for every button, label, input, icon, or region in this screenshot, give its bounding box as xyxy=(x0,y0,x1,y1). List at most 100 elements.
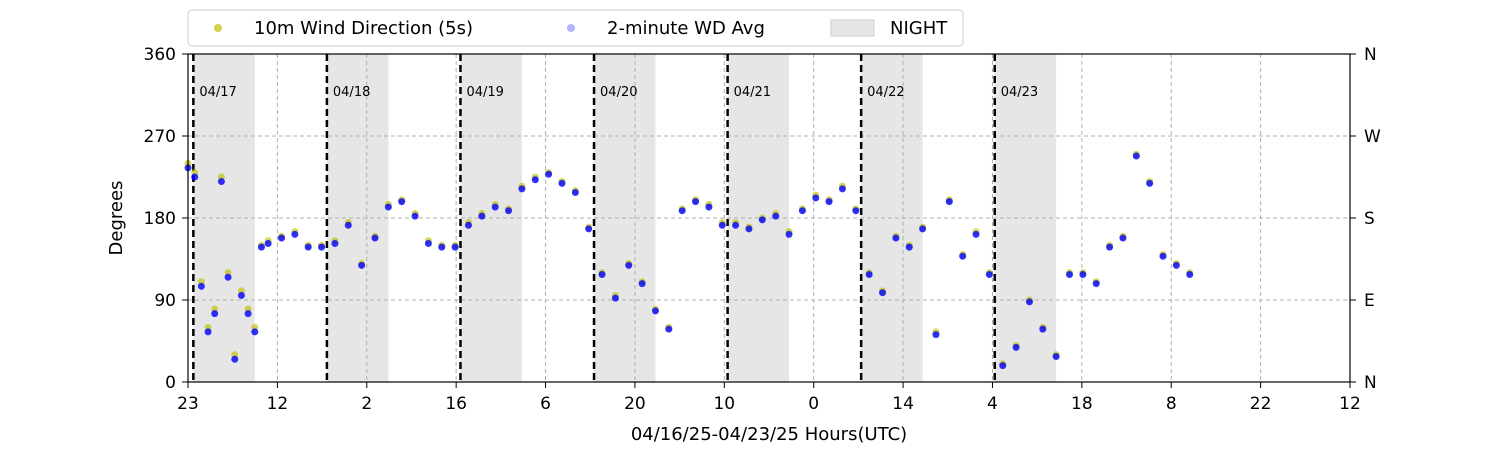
point-s1-51 xyxy=(785,230,793,238)
point-s1-17 xyxy=(331,240,339,248)
point-s1-73 xyxy=(1079,270,1087,278)
point-s1-20 xyxy=(371,234,379,242)
point-s1-49 xyxy=(758,216,766,224)
point-s1-66 xyxy=(985,270,993,278)
y-tick-label-0: 0 xyxy=(165,373,176,393)
day-label-0: 04/17 xyxy=(199,85,236,100)
point-s1-12 xyxy=(264,240,272,248)
x-tick-label-0: 23 xyxy=(177,394,199,414)
point-s1-34 xyxy=(558,179,566,187)
x-tick-label-3: 16 xyxy=(445,394,467,414)
x-tick-label-5: 20 xyxy=(624,394,646,414)
point-s1-62 xyxy=(932,331,940,339)
y-axis-ticks: 0 90 180 270 360 xyxy=(144,45,188,393)
right-tick-label-3: W xyxy=(1364,127,1381,147)
point-s1-21 xyxy=(384,203,392,211)
point-s1-29 xyxy=(491,203,499,211)
legend-marker-night xyxy=(830,19,875,37)
point-s1-53 xyxy=(812,194,820,202)
point-s1-15 xyxy=(304,243,312,251)
point-s1-4 xyxy=(211,310,219,318)
y-axis-label: Degrees xyxy=(106,181,127,256)
point-s1-57 xyxy=(865,270,873,278)
point-s1-27 xyxy=(464,221,472,229)
point-s1-70 xyxy=(1039,325,1047,333)
point-s1-22 xyxy=(398,198,406,206)
point-s1-48 xyxy=(745,225,753,233)
point-s1-6 xyxy=(224,273,232,281)
y-tick-label-1: 90 xyxy=(154,291,176,311)
point-s1-40 xyxy=(638,280,646,288)
x-tick-label-11: 8 xyxy=(1166,394,1177,414)
point-s1-78 xyxy=(1146,179,1154,187)
point-s1-37 xyxy=(598,270,606,278)
point-s1-58 xyxy=(879,289,887,297)
point-s1-39 xyxy=(625,261,633,269)
x-axis-ticks: 23 12 2 16 6 20 10 0 14 4 18 8 22 12 xyxy=(177,382,1361,414)
point-s1-32 xyxy=(531,176,539,184)
legend-marker-wind-direction xyxy=(214,24,222,32)
point-s1-60 xyxy=(905,243,913,251)
legend-label-night: NIGHT xyxy=(890,18,948,39)
data-points-layer xyxy=(184,150,1194,370)
point-s1-38 xyxy=(611,294,619,302)
x-tick-label-12: 22 xyxy=(1250,394,1272,414)
legend-label-2min-avg: 2-minute WD Avg xyxy=(607,18,765,39)
x-tick-label-10: 18 xyxy=(1071,394,1093,414)
day-label-6: 04/23 xyxy=(1001,85,1038,100)
point-s1-10 xyxy=(251,328,259,336)
point-s1-44 xyxy=(692,198,700,206)
point-s1-33 xyxy=(545,170,553,178)
point-s1-1 xyxy=(191,173,199,181)
point-s1-71 xyxy=(1052,352,1060,360)
point-s1-43 xyxy=(678,207,686,215)
day-label-3: 04/20 xyxy=(600,85,637,100)
y-tick-label-2: 180 xyxy=(144,209,176,229)
point-s1-68 xyxy=(1012,343,1020,351)
point-s1-45 xyxy=(705,203,713,211)
x-tick-label-13: 12 xyxy=(1339,394,1361,414)
point-s1-5 xyxy=(217,178,225,186)
point-s1-2 xyxy=(197,282,205,290)
point-s1-30 xyxy=(505,207,513,215)
point-s1-36 xyxy=(585,225,593,233)
point-s1-67 xyxy=(999,362,1007,370)
point-s1-24 xyxy=(424,240,432,248)
point-s1-41 xyxy=(651,307,659,315)
legend-label-wind-direction: 10m Wind Direction (5s) xyxy=(254,18,473,39)
point-s1-59 xyxy=(892,234,900,242)
right-tick-label-1: E xyxy=(1364,291,1375,311)
point-s1-55 xyxy=(838,185,846,193)
x-axis-label: 04/16/25-04/23/25 Hours(UTC) xyxy=(631,424,907,445)
point-s1-69 xyxy=(1025,298,1033,306)
x-tick-label-7: 0 xyxy=(808,394,819,414)
point-s1-47 xyxy=(732,221,740,229)
point-s1-9 xyxy=(244,310,252,318)
point-s1-56 xyxy=(852,207,860,215)
day-label-4: 04/21 xyxy=(734,85,771,100)
y-tick-label-3: 270 xyxy=(144,127,176,147)
right-tick-label-0: N xyxy=(1364,373,1377,393)
point-s1-28 xyxy=(478,212,486,220)
point-s1-14 xyxy=(291,230,299,238)
x-tick-label-1: 12 xyxy=(267,394,289,414)
x-tick-label-2: 2 xyxy=(361,394,372,414)
right-axis-ticks: N E S W N xyxy=(1350,45,1381,393)
y-tick-label-4: 360 xyxy=(144,45,176,65)
point-s1-19 xyxy=(358,261,366,269)
point-s1-61 xyxy=(919,225,927,233)
point-s1-63 xyxy=(945,198,953,206)
point-s1-80 xyxy=(1172,261,1180,269)
x-tick-label-4: 6 xyxy=(540,394,551,414)
legend-box xyxy=(187,9,964,47)
right-tick-label-4: N xyxy=(1364,45,1377,65)
point-s1-72 xyxy=(1066,270,1074,278)
point-s1-77 xyxy=(1132,152,1140,160)
point-s1-54 xyxy=(825,198,833,206)
point-s1-74 xyxy=(1092,280,1100,288)
point-s1-79 xyxy=(1159,252,1167,260)
point-s1-42 xyxy=(665,325,673,333)
point-s1-16 xyxy=(318,243,326,251)
point-s1-18 xyxy=(344,221,352,229)
